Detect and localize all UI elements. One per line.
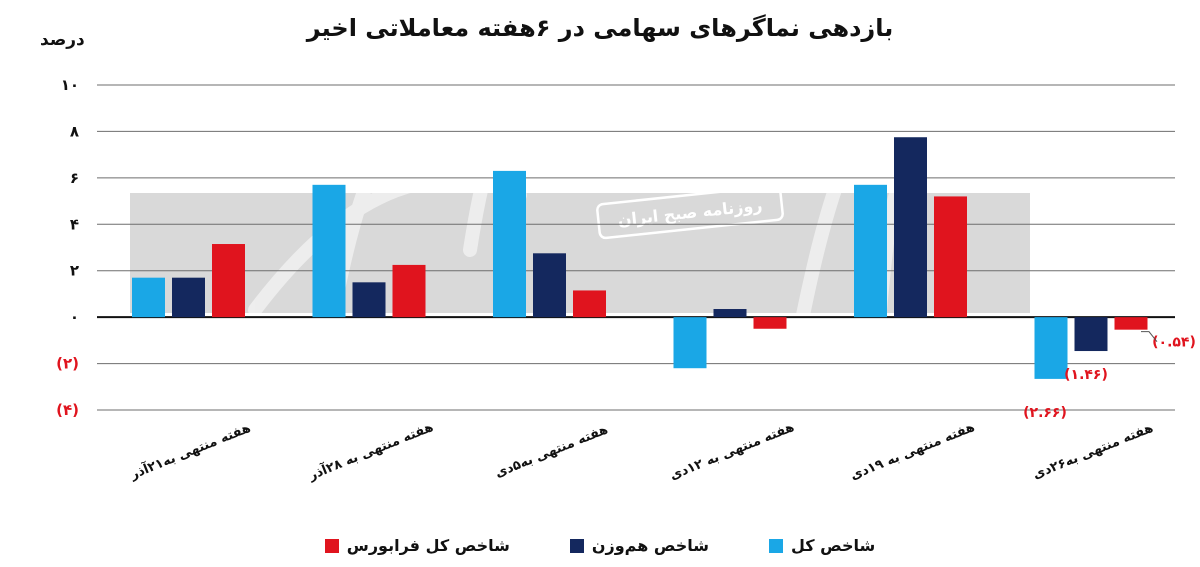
bar [1074, 317, 1108, 352]
bar [212, 244, 245, 318]
bar [1114, 317, 1148, 330]
bar [533, 253, 566, 318]
gridlines [97, 84, 1175, 411]
x-axis-ticks: هفته منتهی به۲۱آذر هفته منتهی به ۲۸آذر هفت… [127, 418, 1156, 484]
y-tick-label: ۲ [70, 262, 79, 280]
bar [713, 309, 747, 318]
y-axis-ticks: ۱۰ ۸ ۶ ۴ ۲ ۰ (۲) (۴) [56, 76, 79, 419]
data-label: (۱.۴۶) [1064, 367, 1108, 383]
y-tick-label: ۴ [70, 215, 79, 233]
x-tick-label: هفته منتهی به۵دی [493, 422, 610, 481]
data-labels: (۲.۶۶) (۱.۴۶) (۰.۵۴) [1023, 331, 1196, 421]
y-tick-label: (۴) [56, 401, 79, 419]
bars [132, 137, 1148, 379]
bar [854, 184, 887, 318]
legend-label: شاخص کل [790, 536, 876, 555]
legend-swatch [768, 538, 783, 553]
legend-item: شاخص کل [768, 536, 876, 555]
bar [1034, 317, 1068, 379]
x-tick-label: هفته منتهی به۲۶دی [1031, 421, 1156, 483]
data-label-leader [1141, 331, 1158, 342]
legend-label: شاخص هم‌وزن [591, 536, 709, 555]
x-tick-label: هفته منتهی به ۲۸آذر [305, 418, 435, 484]
bar [392, 264, 426, 318]
y-axis-unit-label: درصد [40, 30, 85, 50]
data-label: (۲.۶۶) [1023, 405, 1067, 421]
bar [493, 170, 526, 318]
legend-swatch [569, 538, 584, 553]
legend: شاخص کل شاخص هم‌وزن شاخص کل فرابورس [0, 536, 1200, 555]
bar [753, 317, 787, 329]
bar [132, 277, 165, 318]
y-tick-label: ۰ [70, 308, 79, 326]
bar [673, 317, 707, 369]
legend-item: شاخص کل فرابورس [324, 536, 510, 555]
chart-title: بازدهی نماگرهای سهامی در ۶هفته معاملاتی … [306, 14, 894, 42]
bar [312, 184, 346, 318]
data-label: (۰.۵۴) [1152, 335, 1196, 351]
bar [573, 290, 606, 318]
bar [352, 282, 386, 318]
y-tick-label: ۶ [70, 169, 79, 187]
bar [894, 137, 927, 318]
y-tick-label: ۱۰ [61, 76, 79, 94]
bar [934, 196, 967, 318]
x-tick-label: هفته منتهی به ۱۹دی [848, 420, 977, 484]
legend-label: شاخص کل فرابورس [346, 536, 510, 555]
y-tick-label: (۲) [56, 355, 79, 373]
legend-item: شاخص هم‌وزن [569, 536, 709, 555]
x-tick-label: هفته منتهی به ۱۲دی [668, 420, 797, 484]
bar [172, 277, 205, 318]
x-tick-label: هفته منتهی به۲۱آذر [127, 419, 253, 483]
legend-swatch [324, 538, 339, 553]
y-tick-label: ۸ [70, 122, 79, 140]
